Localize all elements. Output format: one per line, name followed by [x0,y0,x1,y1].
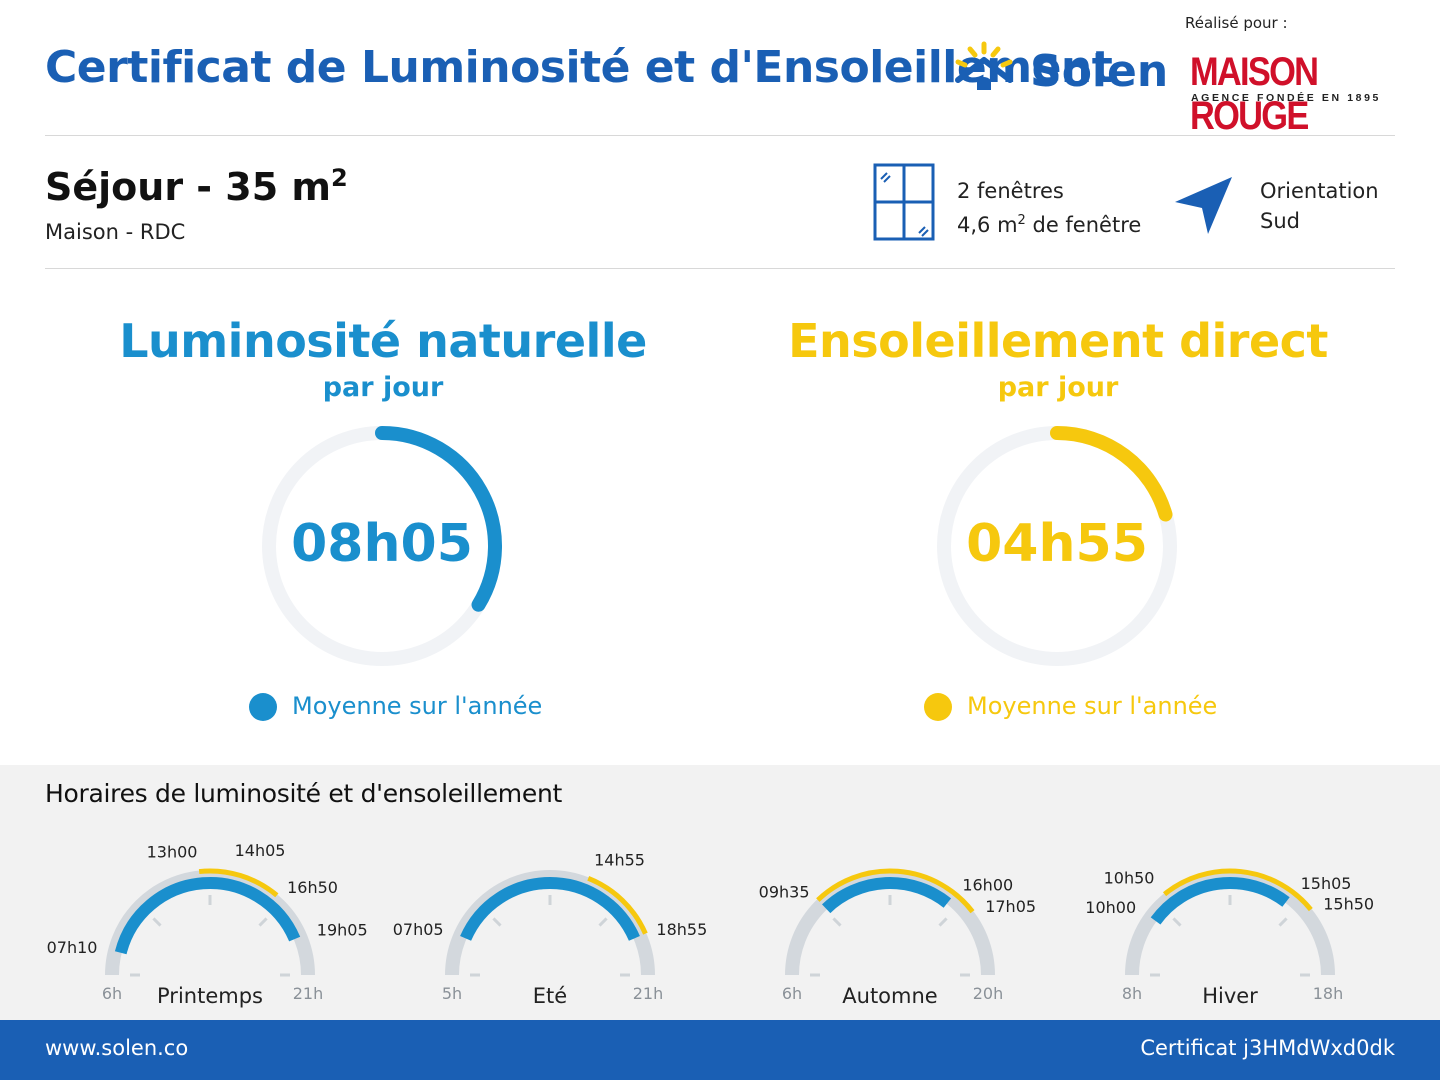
orientation-label: Orientation [1260,179,1379,203]
gauge-arc [375,426,502,612]
page-title: Certificat de Luminosité et d'Ensoleille… [45,42,1113,93]
gauge-tick [832,917,842,927]
room-title: Séjour - 35 m2 [45,164,348,209]
season-name: Printemps [157,984,263,1008]
season-name: Hiver [1202,984,1258,1008]
axis-end-label: 18h [1313,984,1344,1003]
legend-dot [249,693,277,721]
navigation-arrow-icon [1175,177,1232,234]
light-start-label: 09h35 [759,882,810,901]
sunshine-legend: Moyenne sur l'année [967,692,1218,720]
window-icon [873,163,935,241]
light-end-label: 15h05 [1301,874,1352,893]
axis-start-label: 6h [782,984,802,1003]
schedule-title: Horaires de luminosité et d'ensoleilleme… [45,779,562,808]
divider [45,268,1395,269]
gauge-tick [1172,917,1182,927]
season-track [105,870,315,976]
orientation-info: Orientation Sud [1260,176,1379,236]
sun-arc [816,868,975,914]
sun-arc [587,875,648,935]
light-end-label: 19h05 [317,921,368,940]
gauge-tick [938,917,948,927]
legend-dot [924,693,952,721]
gauge-tick [598,917,608,927]
gauge-tick [258,917,268,927]
season-track [445,870,655,976]
sun-arc [198,868,279,898]
light-start-label: 07h10 [47,938,98,957]
luminosity-legend: Moyenne sur l'année [292,692,543,720]
light-end-label: 18h55 [656,920,707,939]
orientation-value: Sud [1260,209,1300,233]
luminosity-gauge [262,426,502,666]
light-arc [1150,877,1290,925]
sunshine-gauge [937,426,1177,666]
gauge-arc [1050,426,1173,522]
house-sun-icon [955,41,1013,90]
axis-start-label: 5h [442,984,462,1003]
brand-name: Solen [1030,46,1169,97]
light-arc [460,877,640,941]
axis-end-label: 21h [633,984,664,1003]
luminosity-value: 08h05 [291,514,473,574]
season-gauge-automne: 09h35 16h00 17h05 6h 20h Automne [759,868,1036,1008]
light-end-label: 16h00 [962,875,1013,894]
room-subtitle: Maison - RDC [45,220,186,244]
sun-start-label: 10h50 [1104,869,1155,888]
divider [45,135,1395,136]
light-start-label: 10h00 [1085,898,1136,917]
partner-tagline: AGENCE FONDÉE EN 1895 [1191,92,1381,104]
season-gauge-hiver: 10h00 15h05 10h50 15h50 8h 18h Hiver [1085,868,1374,1008]
footer-bar [0,1020,1440,1080]
season-name: Automne [842,984,937,1008]
sun-start-label: 13h00 [147,843,198,862]
season-track [1125,870,1335,976]
sun-end-label: 17h05 [985,897,1036,916]
windows-info: 2 fenêtres 4,6 m2 de fenêtre [957,176,1141,240]
website-link[interactable]: www.solen.co [45,1036,189,1060]
sunshine-subtitle: par jour [997,372,1119,403]
windows-area: 4,6 m2 de fenêtre [957,213,1142,237]
sun-arc [1162,868,1313,912]
season-track [785,870,995,976]
light-arc [114,877,301,955]
season-name: Eté [533,984,567,1008]
sunshine-value: 04h55 [966,514,1148,574]
partner-logo: MAISON ROUGE [1190,50,1319,138]
axis-end-label: 20h [973,984,1004,1003]
realise-label: Réalisé pour : [1185,14,1288,32]
gauge-tick [492,917,502,927]
light-start-label: 07h05 [393,920,444,939]
sun-extra-label: 14h05 [235,841,286,860]
light-arc [822,877,952,914]
certificate-id: Certificat j3HMdWxd0dk [1140,1036,1395,1060]
gauge-tick [152,917,162,927]
season-gauge-ete: 07h05 18h55 14h55 5h 21h Eté [393,850,708,1008]
sunshine-title: Ensoleillement direct [788,314,1328,368]
luminosity-title: Luminosité naturelle [119,314,647,368]
windows-count: 2 fenêtres [957,179,1064,203]
sun-start-label: 14h55 [594,850,645,869]
sun-end-label: 15h50 [1323,894,1374,913]
axis-start-label: 6h [102,984,122,1003]
gauge-tick [1278,917,1288,927]
axis-start-label: 8h [1122,984,1142,1003]
axis-end-label: 21h [293,984,324,1003]
luminosity-subtitle: par jour [322,372,444,403]
sun-end-label: 16h50 [287,878,338,897]
